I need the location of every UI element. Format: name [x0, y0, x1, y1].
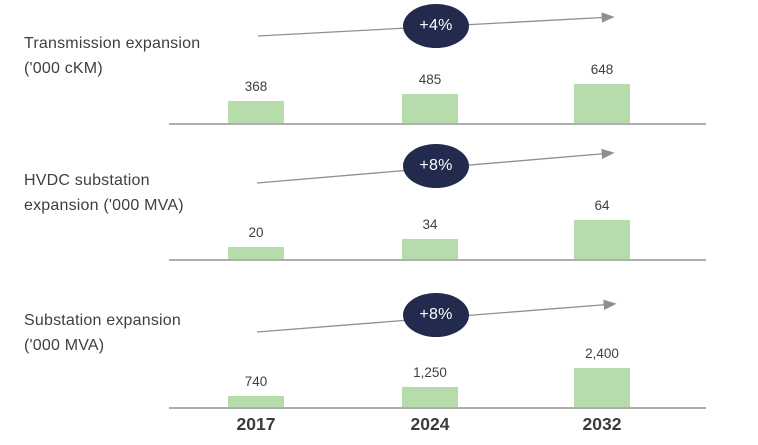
bar-value-label: 368	[244, 79, 268, 94]
panel-title-line-2: ('000 cKM)	[24, 60, 103, 77]
panel-title-line-1: Substation expansion	[24, 312, 181, 329]
panel-title: Substation expansion ('000 MVA)	[24, 308, 181, 358]
growth-rate-badge: +4%	[403, 4, 469, 48]
x-axis-line	[169, 123, 706, 125]
panel-title: Transmission expansion ('000 cKM)	[24, 31, 200, 81]
bar-2032	[574, 84, 630, 124]
chart-panel-1: +8% HVDC substation expansion ('000 MVA) 20…	[0, 140, 758, 262]
bar-value-label: 20	[248, 225, 264, 240]
bar-value-label: 34	[422, 217, 438, 232]
chart-panel-2: +8% Substation expansion ('000 MVA) 740 1,25…	[0, 288, 758, 410]
chart-panel-0: +4% Transmission expansion ('000 cKM) 368 48…	[0, 0, 758, 128]
x-axis-line	[169, 259, 706, 261]
bar-value-label: 485	[418, 72, 442, 87]
bar-2017	[228, 247, 284, 260]
bar-value-label: 64	[594, 198, 610, 213]
bar-2024	[402, 239, 458, 260]
panel-title: HVDC substation expansion ('000 MVA)	[24, 168, 184, 218]
panel-title-line-1: Transmission expansion	[24, 35, 201, 52]
bar-2017	[228, 101, 284, 124]
x-axis-line	[169, 407, 706, 409]
growth-rate-badge: +8%	[403, 293, 469, 337]
x-axis-year-label: 2017	[236, 414, 276, 434]
panel-title-line-2: expansion ('000 MVA)	[24, 197, 184, 214]
bar-2032	[574, 220, 630, 260]
bar-value-label: 2,400	[585, 346, 619, 361]
panel-title-line-1: HVDC substation	[24, 172, 150, 189]
bar-2024	[402, 94, 458, 124]
x-axis-year-label: 2032	[582, 414, 622, 434]
bar-2032	[574, 368, 630, 408]
x-axis-year-label: 2024	[410, 414, 450, 434]
bar-value-label: 648	[590, 62, 614, 77]
bar-value-label: 1,250	[413, 365, 447, 380]
bar-value-label: 740	[244, 374, 268, 389]
bar-2017	[228, 396, 284, 408]
growth-rate-badge: +8%	[403, 144, 469, 188]
panel-title-line-2: ('000 MVA)	[24, 337, 105, 354]
bar-2024	[402, 387, 458, 408]
